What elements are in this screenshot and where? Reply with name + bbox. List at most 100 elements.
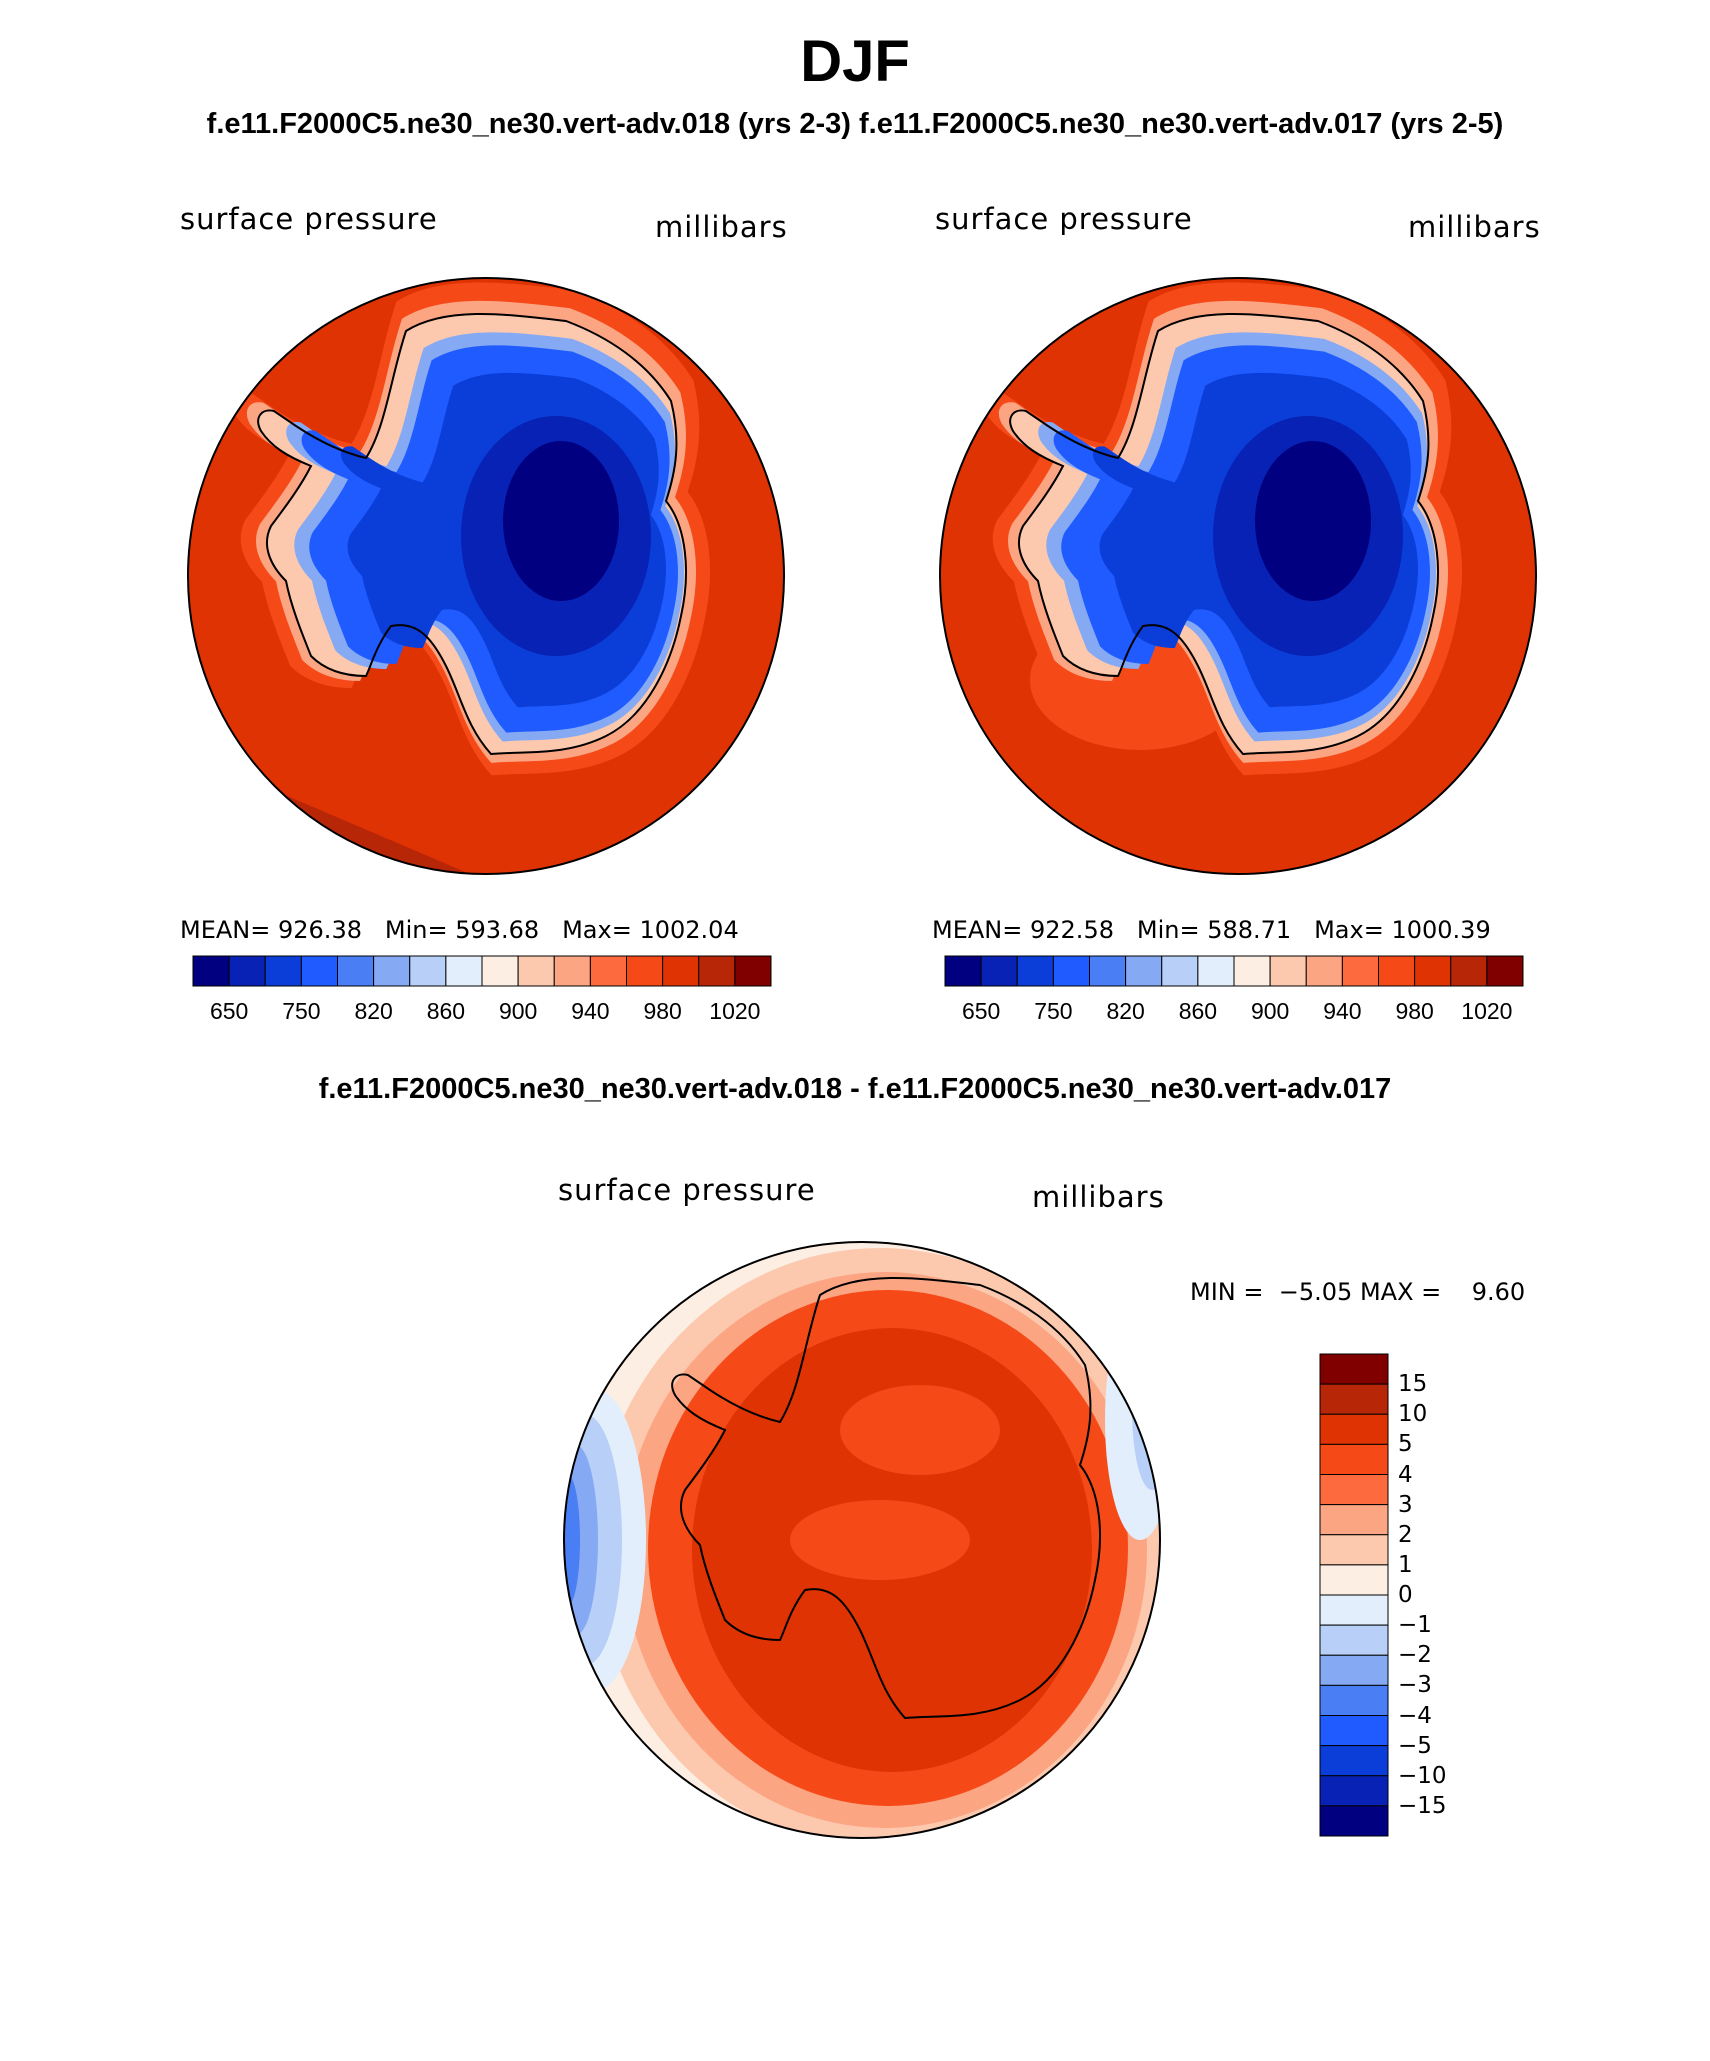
diff-colorbar-tick-label: 5: [1398, 1431, 1413, 1458]
panel1-colorbar: [192, 955, 772, 987]
colorbar-tick-label: 820: [1106, 998, 1145, 1024]
colorbar-tick-label: 940: [571, 998, 610, 1024]
colorbar-swatch: [626, 955, 664, 987]
panel2-mean-label: MEAN=: [932, 916, 1023, 944]
diff-colorbar: [1319, 1353, 1389, 1837]
colorbar-tick-label: 650: [961, 998, 1001, 1024]
colorbar-swatch: [1125, 955, 1163, 987]
diff-stats: MIN = −5.05 MAX = 9.60: [1190, 1278, 1525, 1306]
diff-colorbar-swatch: [1319, 1353, 1389, 1385]
colorbar-tick-label: 980: [1395, 998, 1434, 1024]
panel2-map: [940, 278, 1536, 874]
colorbar-swatch: [589, 955, 627, 987]
panel2-colorbar: [944, 955, 1524, 987]
diff-colorbar-swatch: [1319, 1684, 1389, 1716]
panel2-mean-value: 922.58: [1030, 916, 1114, 944]
panel1-mean-value: 926.38: [278, 916, 362, 944]
colorbar-tick-label: 1020: [709, 998, 761, 1024]
diff-units-label: millibars: [1032, 1180, 1165, 1214]
diff-colorbar-swatch: [1319, 1775, 1389, 1807]
colorbar-tick-label: 820: [354, 998, 393, 1024]
diff-colorbar-tick-label: −15: [1398, 1792, 1447, 1819]
panel2-map-border: [939, 277, 1537, 875]
colorbar-swatch: [1450, 955, 1488, 987]
diff-colorbar-tick-label: 3: [1398, 1491, 1413, 1518]
diff-colorbar-tick-label: −4: [1398, 1702, 1432, 1729]
colorbar-swatch: [1089, 955, 1127, 987]
diff-colorbar-swatch: [1319, 1443, 1389, 1475]
colorbar-swatch: [409, 955, 447, 987]
diff-colorbar-swatch: [1319, 1383, 1389, 1415]
diff-colorbar-tick-label: 4: [1398, 1461, 1413, 1488]
panel1-max-value: 1002.04: [639, 916, 739, 944]
colorbar-tick-label: 750: [282, 998, 321, 1024]
diff-colorbar-swatch: [1319, 1594, 1389, 1626]
diff-map: [564, 1242, 1160, 1838]
colorbar-swatch: [1161, 955, 1199, 987]
diff-max-value: 9.60: [1471, 1278, 1526, 1306]
panel2-min-label: Min=: [1136, 916, 1200, 944]
colorbar-swatch: [1341, 955, 1379, 987]
diff-colorbar-tick-label: 15: [1398, 1371, 1428, 1398]
colorbar-tick-label: 940: [1323, 998, 1362, 1024]
colorbar-swatch: [944, 955, 982, 987]
colorbar-swatch: [1378, 955, 1416, 987]
colorbar-tick-label: 980: [643, 998, 682, 1024]
diff-colorbar-swatch: [1319, 1805, 1389, 1837]
panel1-map-border: [187, 277, 785, 875]
colorbar-swatch: [698, 955, 736, 987]
diff-colorbar-swatch: [1319, 1534, 1389, 1566]
diff-colorbar-tick-label: −5: [1398, 1732, 1432, 1759]
diff-colorbar-swatch: [1319, 1715, 1389, 1747]
panel2-stats: MEAN= 922.58 Min= 588.71 Max= 1000.39: [932, 916, 1491, 944]
colorbar-tick-label: 750: [1034, 998, 1073, 1024]
colorbar-tick-label: 900: [1250, 998, 1290, 1024]
colorbar-swatch: [1233, 955, 1271, 987]
colorbar-tick-label: 860: [426, 998, 466, 1024]
diff-colorbar-tick-label: −10: [1398, 1762, 1447, 1789]
colorbar-swatch: [980, 955, 1018, 987]
colorbar-swatch: [1197, 955, 1235, 987]
diff-max-label: MAX =: [1359, 1278, 1442, 1306]
diff-colorbar-tick-label: −3: [1398, 1672, 1432, 1699]
colorbar-tick-label: 900: [498, 998, 538, 1024]
colorbar-swatch: [1305, 955, 1343, 987]
diff-colorbar-tick-label: 10: [1398, 1401, 1428, 1428]
colorbar-swatch: [300, 955, 338, 987]
panel2-max-label: Max=: [1314, 916, 1384, 944]
panel2-max-value: 1000.39: [1391, 916, 1491, 944]
colorbar-tick-label: 650: [209, 998, 249, 1024]
diff-colorbar-tick-label: −1: [1398, 1612, 1432, 1639]
panel2-units-label: millibars: [1408, 210, 1541, 244]
diff-colorbar-swatch: [1319, 1564, 1389, 1596]
diff-colorbar-swatch: [1319, 1654, 1389, 1686]
colorbar-swatch: [734, 955, 772, 987]
diff-colorbar-tick-label: −2: [1398, 1642, 1432, 1669]
figure-title: DJF: [800, 29, 910, 94]
colorbar-swatch: [553, 955, 591, 987]
panel1-mean-label: MEAN=: [180, 916, 271, 944]
panel1-map: [188, 278, 784, 874]
diff-min-value: −5.05: [1278, 1278, 1353, 1306]
diff-colorbar-tick-label: 2: [1398, 1521, 1413, 1548]
colorbar-swatch: [1486, 955, 1524, 987]
colorbar-swatch: [1052, 955, 1090, 987]
colorbar-swatch: [445, 955, 483, 987]
diff-colorbar-swatch: [1319, 1504, 1389, 1536]
colorbar-tick-label: 860: [1178, 998, 1218, 1024]
colorbar-swatch: [264, 955, 302, 987]
colorbar-swatch: [1016, 955, 1054, 987]
diff-min-label: MIN =: [1190, 1278, 1264, 1306]
panel1-units-label: millibars: [655, 210, 788, 244]
panel1-variable-label: surface pressure: [180, 202, 438, 236]
colorbar-swatch: [1269, 955, 1307, 987]
colorbar-swatch: [517, 955, 555, 987]
diff-colorbar-tick-label: 1: [1398, 1551, 1413, 1578]
diff-colorbar-swatch: [1319, 1413, 1389, 1445]
diff-variable-label: surface pressure: [558, 1173, 816, 1207]
panel1-max-label: Max=: [562, 916, 632, 944]
panel2-variable-label: surface pressure: [935, 202, 1193, 236]
figure-subtitle: f.e11.F2000C5.ne30_ne30.vert-adv.018 (yr…: [206, 108, 1504, 140]
colorbar-swatch: [373, 955, 411, 987]
